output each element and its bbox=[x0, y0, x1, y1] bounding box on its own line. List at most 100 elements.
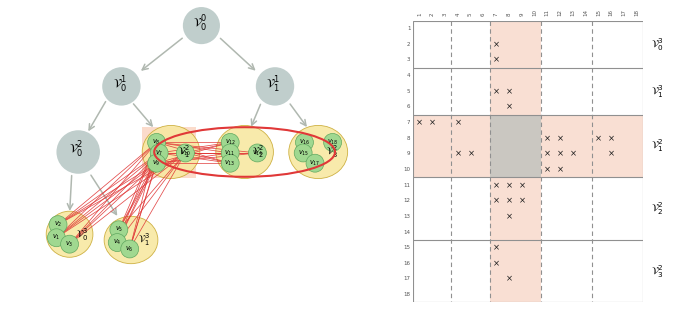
Text: $v_{15}$: $v_{15}$ bbox=[297, 148, 309, 157]
Text: $\mathcal{V}_{1}^{1}$: $\mathcal{V}_{1}^{1}$ bbox=[266, 75, 280, 95]
Text: $\times$: $\times$ bbox=[594, 133, 603, 143]
Text: 4: 4 bbox=[407, 73, 410, 78]
Text: $\times$: $\times$ bbox=[492, 40, 500, 49]
Text: $\times$: $\times$ bbox=[492, 196, 500, 205]
Text: $v_{11}$: $v_{11}$ bbox=[225, 148, 236, 157]
Text: $\times$: $\times$ bbox=[454, 118, 462, 127]
Text: $\times$: $\times$ bbox=[569, 149, 577, 158]
Circle shape bbox=[221, 144, 239, 162]
Text: $\times$: $\times$ bbox=[518, 180, 525, 190]
Circle shape bbox=[183, 7, 220, 44]
Circle shape bbox=[324, 133, 342, 151]
Text: 1: 1 bbox=[417, 12, 422, 16]
Circle shape bbox=[49, 216, 67, 234]
Text: 17: 17 bbox=[621, 9, 626, 16]
Circle shape bbox=[61, 235, 79, 253]
Circle shape bbox=[110, 221, 128, 239]
Text: $v_{9}$: $v_{9}$ bbox=[152, 159, 161, 168]
Text: 13: 13 bbox=[403, 214, 410, 219]
Text: $\times$: $\times$ bbox=[518, 196, 525, 205]
Circle shape bbox=[148, 133, 166, 151]
Circle shape bbox=[306, 154, 324, 172]
Circle shape bbox=[221, 154, 239, 172]
Text: $\times$: $\times$ bbox=[505, 180, 512, 190]
Text: $\times$: $\times$ bbox=[416, 118, 423, 127]
Text: $v_{7}$: $v_{7}$ bbox=[155, 148, 163, 157]
Text: $\times$: $\times$ bbox=[556, 165, 564, 174]
Text: 15: 15 bbox=[403, 245, 410, 250]
Text: $\times$: $\times$ bbox=[492, 259, 500, 268]
Circle shape bbox=[47, 229, 66, 247]
Ellipse shape bbox=[46, 211, 93, 257]
Text: 4: 4 bbox=[455, 12, 460, 16]
Text: $\times$: $\times$ bbox=[607, 149, 615, 158]
Text: $\times$: $\times$ bbox=[492, 180, 500, 190]
Text: $\times$: $\times$ bbox=[505, 212, 512, 221]
Text: 8: 8 bbox=[407, 136, 410, 140]
Text: 16: 16 bbox=[609, 9, 613, 16]
Text: 16: 16 bbox=[403, 261, 410, 266]
Text: $\mathcal{V}_{0}^{0}$: $\mathcal{V}_{0}^{0}$ bbox=[193, 14, 207, 34]
Text: $v_{1}$: $v_{1}$ bbox=[52, 233, 61, 242]
Text: $\mathcal{V}_{0}^{3}$: $\mathcal{V}_{0}^{3}$ bbox=[76, 226, 88, 243]
Text: 6: 6 bbox=[481, 12, 486, 16]
Text: 18: 18 bbox=[634, 9, 639, 16]
Text: $v_{2}$: $v_{2}$ bbox=[54, 220, 62, 229]
Text: 10: 10 bbox=[403, 167, 410, 172]
Text: $v_{6}$: $v_{6}$ bbox=[125, 244, 134, 253]
Ellipse shape bbox=[104, 216, 158, 264]
Text: 6: 6 bbox=[407, 104, 410, 109]
Circle shape bbox=[248, 144, 266, 162]
Circle shape bbox=[121, 240, 139, 258]
Circle shape bbox=[221, 133, 239, 151]
Text: 14: 14 bbox=[583, 9, 588, 16]
Text: $v_{18}$: $v_{18}$ bbox=[327, 138, 338, 147]
Circle shape bbox=[150, 144, 168, 162]
Text: $\times$: $\times$ bbox=[505, 274, 512, 284]
Text: 9: 9 bbox=[519, 12, 524, 16]
Text: 7: 7 bbox=[494, 12, 498, 16]
Text: 3: 3 bbox=[407, 57, 410, 62]
Circle shape bbox=[177, 144, 194, 162]
Text: $v_{8}$: $v_{8}$ bbox=[152, 138, 161, 147]
Text: $\times$: $\times$ bbox=[492, 55, 500, 65]
Text: $\times$: $\times$ bbox=[544, 133, 551, 143]
Text: $\times$: $\times$ bbox=[544, 165, 551, 174]
Text: $\times$: $\times$ bbox=[466, 149, 475, 158]
Text: $v_{14}$: $v_{14}$ bbox=[252, 148, 263, 157]
Text: $\mathcal{V}_{3}^{2}$: $\mathcal{V}_{3}^{2}$ bbox=[326, 144, 338, 160]
Circle shape bbox=[108, 234, 126, 252]
Text: 8: 8 bbox=[506, 12, 511, 16]
Text: 5: 5 bbox=[468, 12, 473, 16]
Text: $\times$: $\times$ bbox=[556, 133, 564, 143]
Circle shape bbox=[102, 67, 141, 106]
Text: 2: 2 bbox=[430, 12, 435, 16]
Text: $\mathcal{V}_1^3$: $\mathcal{V}_1^3$ bbox=[651, 83, 663, 100]
Text: $v_{5}$: $v_{5}$ bbox=[114, 225, 123, 234]
Text: $\mathcal{V}_2^2$: $\mathcal{V}_2^2$ bbox=[651, 200, 663, 217]
Text: $v_{13}$: $v_{13}$ bbox=[225, 159, 236, 168]
Circle shape bbox=[256, 67, 294, 106]
Ellipse shape bbox=[142, 125, 200, 179]
Circle shape bbox=[295, 133, 313, 151]
Text: 14: 14 bbox=[403, 229, 410, 235]
Text: $v_{4}$: $v_{4}$ bbox=[113, 238, 122, 247]
Text: 3: 3 bbox=[443, 12, 447, 16]
Text: $\times$: $\times$ bbox=[454, 149, 462, 158]
Text: 13: 13 bbox=[570, 9, 575, 16]
Ellipse shape bbox=[289, 125, 348, 179]
Text: 15: 15 bbox=[596, 9, 601, 16]
Text: $\times$: $\times$ bbox=[492, 86, 500, 96]
Text: $\mathcal{V}_3^2$: $\mathcal{V}_3^2$ bbox=[651, 263, 663, 279]
Text: 7: 7 bbox=[407, 120, 410, 125]
Text: $\times$: $\times$ bbox=[492, 243, 500, 252]
Text: $\mathcal{V}_{1}^{3}$: $\mathcal{V}_{1}^{3}$ bbox=[137, 232, 150, 248]
Text: 11: 11 bbox=[545, 9, 550, 16]
Circle shape bbox=[148, 154, 166, 172]
Text: 12: 12 bbox=[403, 198, 410, 203]
Text: $v_{12}$: $v_{12}$ bbox=[225, 138, 236, 147]
Text: $\times$: $\times$ bbox=[607, 133, 615, 143]
Text: $\mathcal{V}_{0}^{2}$: $\mathcal{V}_{0}^{2}$ bbox=[70, 140, 84, 160]
Bar bbox=[413, 115, 643, 177]
Text: $\mathcal{V}_1^2$: $\mathcal{V}_1^2$ bbox=[651, 138, 663, 154]
